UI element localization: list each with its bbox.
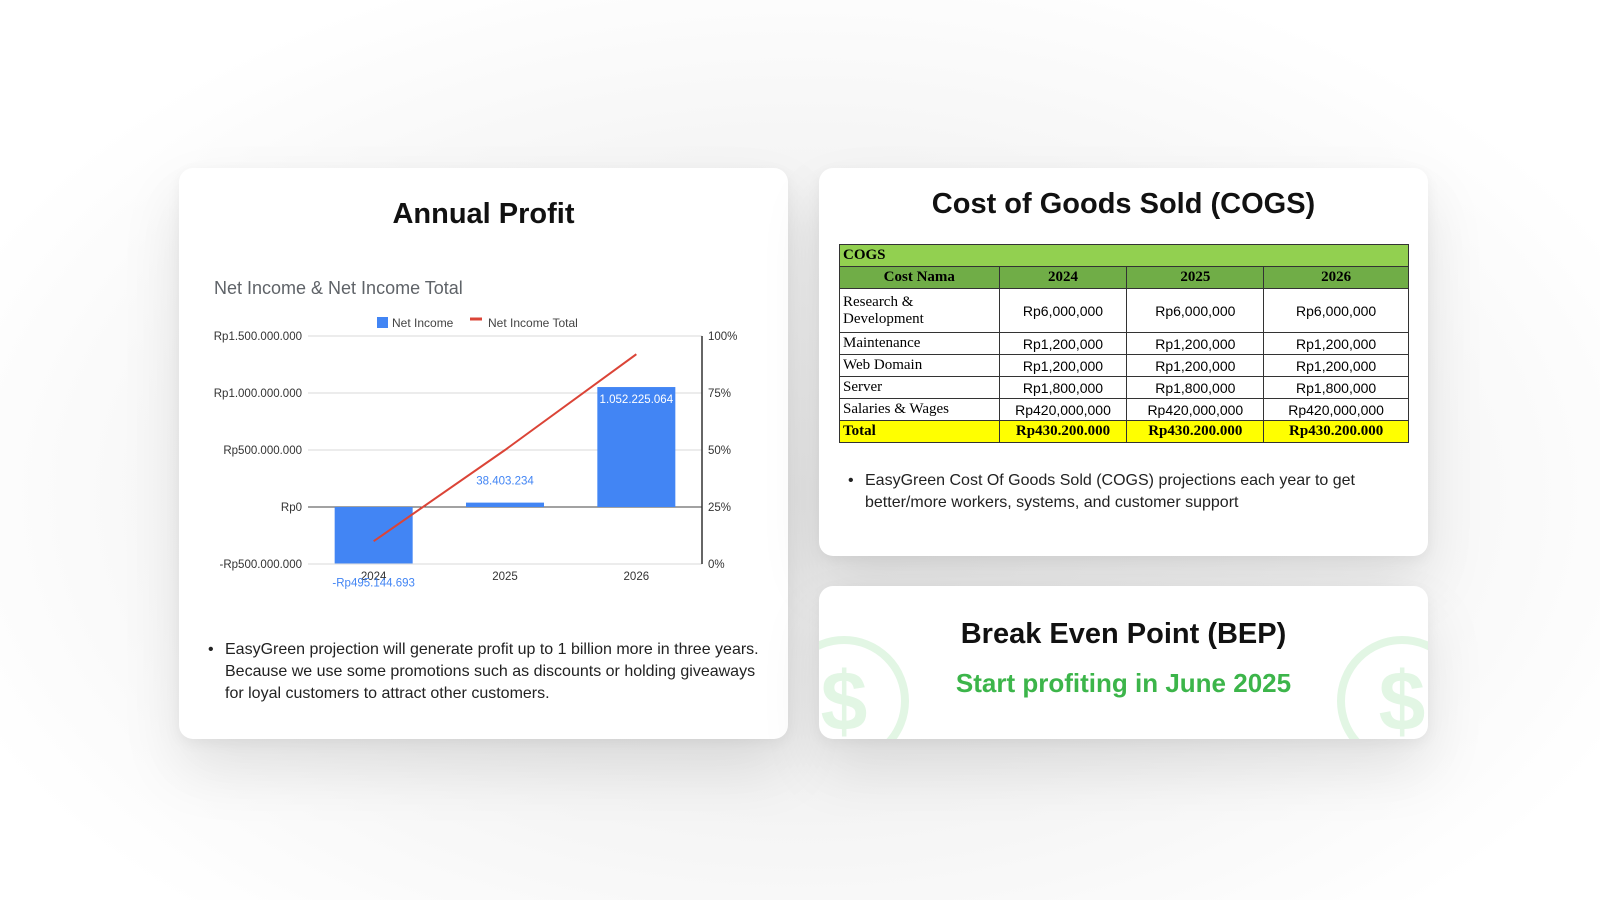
dollar-coin-icon: $ xyxy=(819,636,909,739)
legend-swatch-net-income xyxy=(377,317,388,328)
cost-value-cell: Rp420,000,000 xyxy=(1263,398,1409,421)
cost-value-cell: Rp6,000,000 xyxy=(998,288,1128,333)
y2-tick-label: 0% xyxy=(708,559,725,571)
cogs-title: Cost of Goods Sold (COGS) xyxy=(931,188,1316,220)
table-row: Salaries & Wages Rp420,000,000 Rp420,000… xyxy=(839,398,1409,421)
cost-name-cell: Maintenance xyxy=(839,332,1000,355)
cogs-table: COGS Cost Nama 2024 2025 2026 Research &… xyxy=(839,244,1409,443)
y2-tick-label: 100% xyxy=(708,331,737,343)
column-header: 2024 xyxy=(998,266,1128,289)
y-tick-label: Rp0 xyxy=(281,502,302,514)
table-row: Web Domain Rp1,200,000 Rp1,200,000 Rp1,2… xyxy=(839,354,1409,377)
cost-value-cell: Rp1,800,000 xyxy=(998,376,1128,399)
cost-value-cell: Rp420,000,000 xyxy=(1126,398,1265,421)
cost-value-cell: Rp1,200,000 xyxy=(1126,354,1265,377)
cost-value-cell: Rp1,200,000 xyxy=(998,354,1128,377)
cost-name-cell: Web Domain xyxy=(839,354,1000,377)
legend-label-net-income: Net Income xyxy=(392,316,454,330)
profit-note: EasyGreen projection will generate profi… xyxy=(208,639,768,705)
cost-value-cell: Rp1,200,000 xyxy=(1263,354,1409,377)
net-income-chart: Net Income Net Income Total Rp1.500.000.00… xyxy=(214,316,738,589)
data-label: 1.052.225.064 xyxy=(600,394,674,406)
dollar-coin-icon: $ xyxy=(1337,636,1428,739)
cost-value-cell: Rp6,000,000 xyxy=(1263,288,1409,333)
total-value-cell: Rp430.200.000 xyxy=(1126,420,1265,443)
total-value-cell: Rp430.200.000 xyxy=(998,420,1128,443)
cost-value-cell: Rp1,200,000 xyxy=(1126,332,1265,355)
y-tick-label: Rp1.000.000.000 xyxy=(214,388,302,400)
cost-value-cell: Rp420,000,000 xyxy=(998,398,1128,421)
y-tick-label: Rp1.500.000.000 xyxy=(214,331,302,343)
cost-value-cell: Rp1,200,000 xyxy=(1263,332,1409,355)
y2-tick-label: 25% xyxy=(708,502,731,514)
cost-name-cell: Salaries & Wages xyxy=(839,398,1000,421)
table-title-row: COGS xyxy=(839,244,1409,267)
line-net-income-total xyxy=(373,353,637,543)
annual-profit-card: Annual Profit Net Income & Net Income To… xyxy=(179,168,788,739)
cogs-card: Cost of Goods Sold (COGS) COGS Cost Nama… xyxy=(819,168,1428,556)
table-row: Maintenance Rp1,200,000 Rp1,200,000 Rp1,… xyxy=(839,332,1409,355)
column-header: 2025 xyxy=(1126,266,1265,289)
x-tick-label: 2026 xyxy=(624,571,650,583)
x-tick-label: 2024 xyxy=(361,571,387,583)
cogs-note: EasyGreen Cost Of Goods Sold (COGS) proj… xyxy=(848,470,1408,514)
cost-value-cell: Rp1,200,000 xyxy=(998,332,1128,355)
cost-name-cell: Server xyxy=(839,376,1000,399)
bep-title: Break Even Point (BEP) xyxy=(960,618,1287,650)
cost-value-cell: Rp6,000,000 xyxy=(1126,288,1265,333)
cost-value-cell: Rp1,800,000 xyxy=(1126,376,1265,399)
total-value-cell: Rp430.200.000 xyxy=(1263,420,1409,443)
x-tick-label: 2025 xyxy=(492,571,518,583)
bar-net-income xyxy=(466,502,544,507)
data-label: -Rp495.144.693 xyxy=(332,577,414,589)
bep-subtitle: Start profiting in June 2025 xyxy=(955,668,1292,698)
y2-tick-label: 50% xyxy=(708,445,731,457)
column-header: Cost Nama xyxy=(839,266,1000,289)
table-row: Research & Development Rp6,000,000 Rp6,0… xyxy=(839,288,1409,333)
total-label-cell: Total xyxy=(839,420,1000,443)
legend-label-net-income-total: Net Income Total xyxy=(488,316,578,330)
bar-net-income xyxy=(334,507,413,564)
bep-card: $ $ Break Even Point (BEP) Start profiti… xyxy=(819,586,1428,739)
bar-net-income xyxy=(597,387,676,507)
chart-title: Net Income & Net Income Total xyxy=(214,278,463,298)
column-header: 2026 xyxy=(1263,266,1409,289)
y-tick-label: Rp500.000.000 xyxy=(223,445,302,457)
cost-value-cell: Rp1,800,000 xyxy=(1263,376,1409,399)
table-row: Server Rp1,800,000 Rp1,800,000 Rp1,800,0… xyxy=(839,376,1409,399)
annual-profit-title: Annual Profit xyxy=(392,198,575,230)
table-caption: COGS xyxy=(839,244,1409,267)
table-total-row: Total Rp430.200.000 Rp430.200.000 Rp430.… xyxy=(839,420,1409,443)
cost-name-cell: Research & Development xyxy=(839,288,1000,333)
y2-tick-label: 75% xyxy=(708,388,731,400)
y-tick-label: -Rp500.000.000 xyxy=(220,559,302,571)
table-header-row: Cost Nama 2024 2025 2026 xyxy=(839,266,1409,289)
data-label: 38.403.234 xyxy=(476,476,534,488)
